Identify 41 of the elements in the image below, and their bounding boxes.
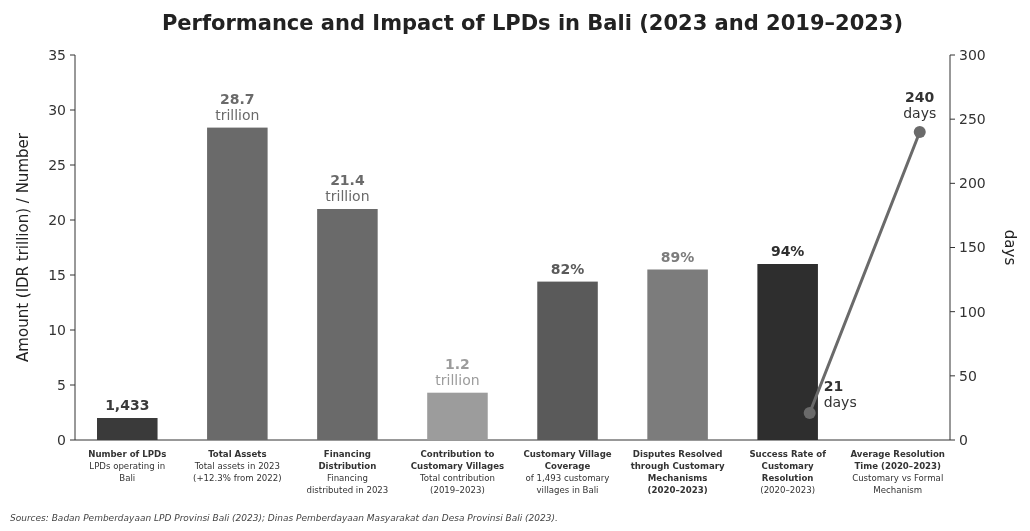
- y2-tick-label: 50: [959, 367, 977, 384]
- x-tick-label: Number of LPDs LPDs operating in Bali: [88, 449, 167, 483]
- x-tick-label: Total Assets Total assets in 2023 (+12.3% from 2022): [193, 449, 282, 483]
- y-tick-label: 20: [48, 211, 66, 228]
- y-tick-label: 5: [57, 376, 66, 393]
- annotation: 28.7 trillion: [215, 90, 260, 123]
- y-tick-label: 0: [57, 431, 66, 448]
- x-tick-label: Disputes Resolved through Customary Mechanisms (2020–2023): [630, 449, 725, 495]
- source-note: Sources: Badan Pemberdayaan LPD Provinsi Bali (2023); Dinas Pemberdayaan Masyarakat dan Desa Provinsi Bali (2023).: [10, 513, 558, 523]
- x-tick-label: Contribution to Customary Villages Total contribution (2019–2023): [410, 449, 505, 495]
- y-tick-label: 15: [48, 266, 66, 283]
- y2-tick-label: 100: [959, 303, 986, 320]
- annotation: 89%: [660, 248, 695, 265]
- y2-tick-label: 150: [959, 239, 986, 256]
- y-tick-label: 30: [48, 101, 66, 118]
- bar: [207, 127, 268, 440]
- y-tick-label: 25: [48, 156, 66, 173]
- annotation: 94%: [770, 243, 805, 259]
- y2-tick-label: 0: [959, 431, 968, 448]
- x-tick-label: Customary Village Coverage of 1,493 customary villages in Bali: [523, 449, 612, 495]
- annotation: 21.4 trillion: [325, 172, 370, 204]
- y-tick-label: 10: [48, 321, 66, 338]
- y2-tick-label: 200: [959, 175, 986, 192]
- data-label: 21 days: [823, 378, 857, 411]
- annotation: 1,433: [105, 397, 150, 413]
- x-tick-label: Success Rate of Customary Resolution (2020–2023): [749, 449, 827, 495]
- bar: [537, 281, 598, 440]
- chart-title: Performance and Impact of LPDs in Bali (2023 and 2019–2023): [161, 11, 904, 35]
- bar: [317, 209, 378, 440]
- bar: [647, 269, 708, 440]
- annotation: 82%: [550, 260, 585, 277]
- x-tick-label: Financing Distribution Financing distributed in 2023: [306, 449, 389, 495]
- y2-tick-label: 250: [959, 111, 986, 128]
- y-axis-title: Amount (IDR trillion) / Number: [14, 132, 32, 362]
- bar: [427, 392, 488, 440]
- data-label: 240 days: [903, 89, 937, 121]
- y2-axis-title: days: [1001, 229, 1019, 266]
- y-tick-label: 35: [48, 46, 66, 63]
- x-tick-label: Average Resolution Time (2020–2023) Customary vs Formal Mechanism: [850, 449, 945, 495]
- annotation: 1.2 trillion: [435, 355, 480, 388]
- y2-tick-label: 300: [959, 46, 986, 63]
